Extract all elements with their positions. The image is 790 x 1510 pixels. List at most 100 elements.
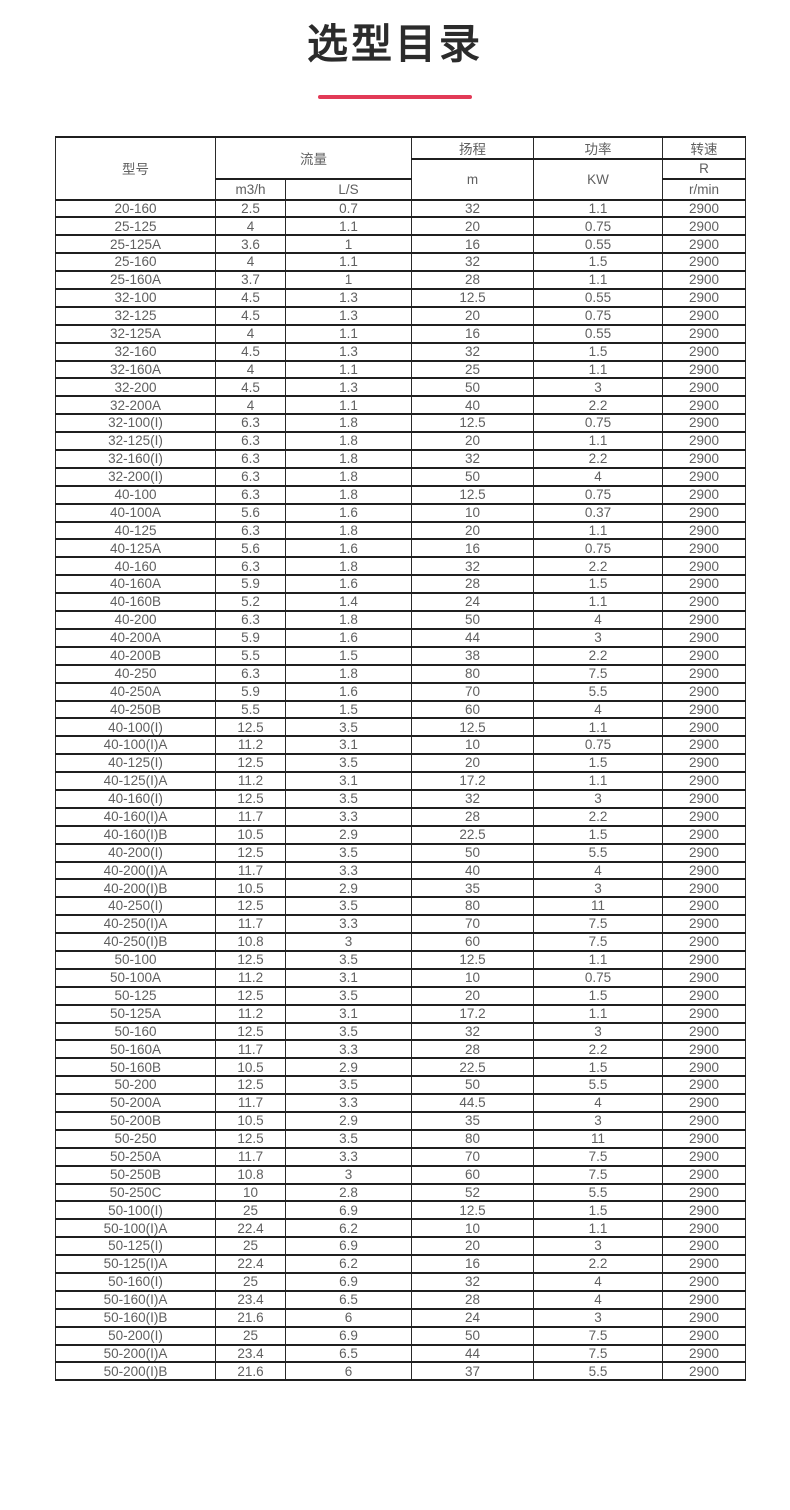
table-cell: 3.1 [285,967,412,988]
table-cell: 4 [215,395,286,416]
table-cell: 2.2 [533,1254,663,1274]
table-cell: 32-160(I) [55,449,216,469]
header-row-1: 型号 流量 扬程 功率 转速 [55,135,746,201]
table-cell: 2900 [662,788,746,809]
table-cell: 1.8 [285,610,412,630]
table-row: 40-160(I) 12.5 3.5 32 3 2900 [55,788,746,809]
table-header: 型号 流量 扬程 功率 转速 m KW R m3/h L/S r/min [55,135,746,201]
header-speed: 转速 [662,135,746,160]
table-cell: 50-100(I)A [55,1218,216,1239]
table-cell: 1.8 [285,556,412,577]
table-cell: 80 [411,1128,534,1149]
table-cell: 1.1 [533,270,663,291]
table-cell: 2900 [662,949,746,970]
table-cell: 10 [411,1218,534,1239]
table-cell: 2900 [662,967,746,988]
table-cell: 1.1 [533,949,663,970]
table-cell: 12.5 [215,842,286,863]
table-row: 32-160(I) 6.3 1.8 32 2.2 2900 [55,449,746,469]
table-cell: 32-200 [55,377,216,398]
table-cell: 3.5 [285,788,412,809]
table-cell: 1.1 [533,359,663,380]
table-row: 50-100(I) 25 6.9 12.5 1.5 2900 [55,1200,746,1221]
table-cell: 5.5 [533,681,663,702]
table-row: 40-160(I)B 10.5 2.9 22.5 1.5 2900 [55,824,746,845]
table-cell: 40-250(I) [55,896,216,917]
table-cell: 40-200(I)A [55,860,216,881]
table-cell: 0.75 [533,967,663,988]
table-cell: 25-125A [55,234,216,255]
table-cell: 40-160(I)A [55,806,216,827]
table-cell: 1.1 [285,395,412,416]
table-cell: 3.1 [285,771,412,791]
table-cell: 1.6 [285,538,412,559]
table-row: 40-160(I)A 11.7 3.3 28 2.2 2900 [55,806,746,827]
table-cell: 50-160B [55,1057,216,1078]
table-cell: 80 [411,896,534,917]
table-cell: 32-125 [55,305,216,326]
table-cell: 1.5 [533,753,663,774]
table-cell: 2900 [662,431,746,452]
table-cell: 40 [411,395,534,416]
table-cell: 25-160A [55,270,216,291]
table-cell: 20 [411,431,534,452]
table-cell: 2900 [662,824,746,845]
table-cell: 22.5 [411,1057,534,1078]
table-cell: 1.6 [285,574,412,595]
table-row: 40-125(I)A 11.2 3.1 17.2 1.1 2900 [55,771,746,791]
table-cell: 2900 [662,932,746,952]
table-cell: 32 [411,1272,534,1292]
table-cell: 2900 [662,1343,746,1364]
table-cell: 0.55 [533,323,663,344]
table-cell: 40-160B [55,592,216,613]
table-row: 50-250B 10.8 3 60 7.5 2900 [55,1164,746,1185]
table-cell: 32-100(I) [55,413,216,434]
table-cell: 6.9 [285,1325,412,1346]
table-cell: 32-160A [55,359,216,380]
table-cell: 11.7 [215,806,286,827]
table-row: 50-250A 11.7 3.3 70 7.5 2900 [55,1146,746,1167]
table-cell: 4 [533,610,663,630]
table-cell: 3.3 [285,1093,412,1113]
table-cell: 2.5 [215,198,286,219]
table-cell: 40-160 [55,556,216,577]
table-cell: 3 [533,627,663,648]
table-cell: 37 [411,1361,534,1382]
table-cell: 50-100A [55,967,216,988]
table-cell: 22.4 [215,1254,286,1274]
table-cell: 7.5 [533,1343,663,1364]
table-cell: 3.3 [285,1039,412,1060]
table-cell: 50 [411,1325,534,1346]
table-cell: 2900 [662,484,746,505]
table-row: 50-200B 10.5 2.9 35 3 2900 [55,1110,746,1131]
table-cell: 3.7 [215,270,286,291]
table-cell: 1.1 [285,323,412,344]
table-row: 40-200A 5.9 1.6 44 3 2900 [55,627,746,648]
table-cell: 4 [215,323,286,344]
table-cell: 3.3 [285,1146,412,1167]
table-row: 50-200(I) 25 6.9 50 7.5 2900 [55,1325,746,1346]
table-cell: 17.2 [411,1003,534,1024]
table-cell: 20 [411,985,534,1006]
table-cell: 11.2 [215,967,286,988]
table-cell: 50-125(I) [55,1236,216,1257]
table-cell: 20 [411,520,534,541]
table-cell: 2900 [662,234,746,255]
table-row: 40-160B 5.2 1.4 24 1.1 2900 [55,592,746,613]
table-row: 40-160 6.3 1.8 32 2.2 2900 [55,556,746,577]
table-cell: 32-125(I) [55,431,216,452]
table-cell: 1.3 [285,288,412,308]
table-cell: 23.4 [215,1343,286,1364]
table-cell: 7.5 [533,914,663,935]
table-cell: 0.75 [533,538,663,559]
table-cell: 4 [215,216,286,237]
table-cell: 4.5 [215,288,286,308]
table-cell: 1.5 [533,1200,663,1221]
page-title: 选型目录 [307,21,483,67]
header-head: 扬程 [411,135,534,160]
table-cell: 1.1 [533,717,663,738]
table-row: 50-160A 11.7 3.3 28 2.2 2900 [55,1039,746,1060]
table-cell: 25 [215,1272,286,1292]
table-cell: 2.2 [533,449,663,469]
